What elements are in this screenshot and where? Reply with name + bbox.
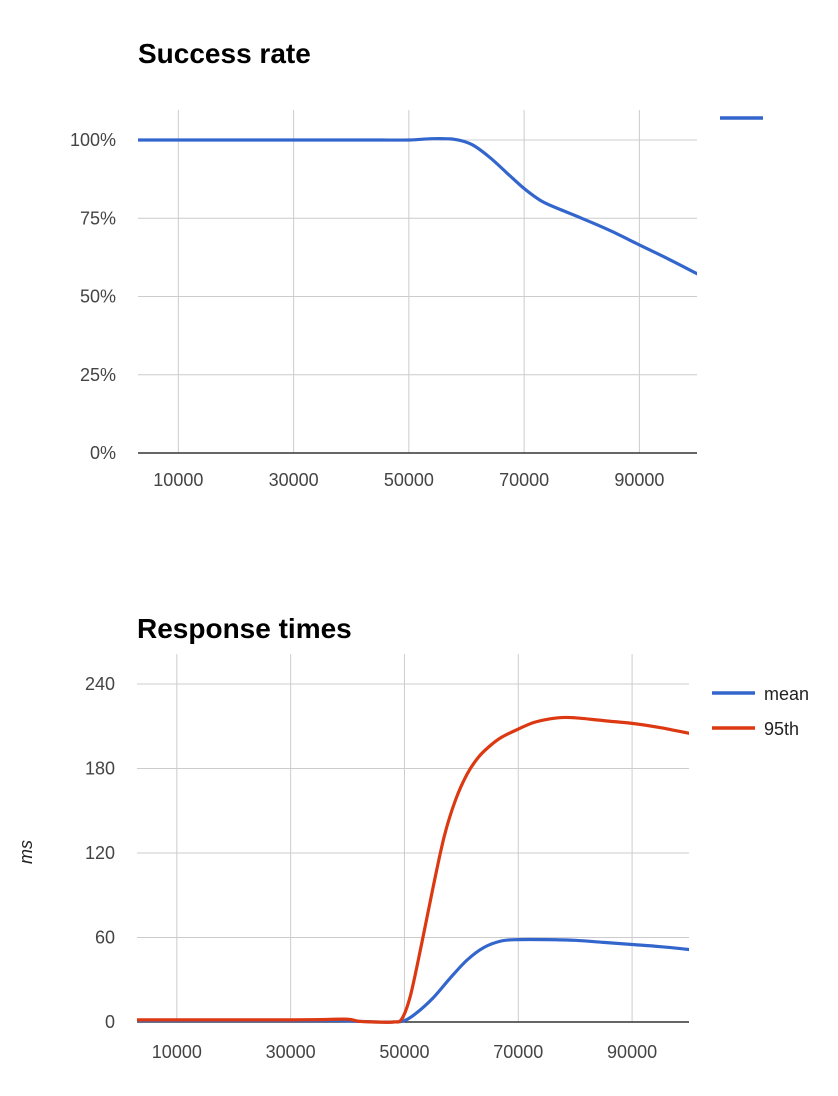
y-tick-label: 75%: [80, 208, 116, 228]
x-tick-label: 10000: [152, 1042, 202, 1062]
y-tick-label: 0%: [90, 443, 116, 463]
y-tick-label: 120: [85, 843, 115, 863]
y-axis-label: ms: [16, 840, 36, 864]
x-tick-label: 30000: [266, 1042, 316, 1062]
x-tick-label: 70000: [493, 1042, 543, 1062]
response-times-chart: 0 60 120 180 240 10000 30000 50000 70000 90000 ms m…: [16, 654, 809, 1062]
response-times-chart-title: Response times: [137, 613, 352, 644]
x-tick-label: 90000: [614, 470, 664, 490]
x-tick-label: 70000: [499, 470, 549, 490]
y-tick-label: 100%: [70, 130, 116, 150]
x-tick-label: 10000: [153, 470, 203, 490]
series-line-0: [138, 137, 697, 276]
series-line-95th: [137, 715, 689, 1024]
legend-label: 95th: [764, 719, 799, 739]
y-tick-label: 25%: [80, 365, 116, 385]
x-tick-label: 30000: [269, 470, 319, 490]
y-tick-label: 0: [105, 1012, 115, 1032]
x-tick-label: 90000: [607, 1042, 657, 1062]
x-tick-label: 50000: [384, 470, 434, 490]
y-tick-label: 180: [85, 759, 115, 779]
x-tick-label: 50000: [379, 1042, 429, 1062]
y-tick-label: 50%: [80, 287, 116, 307]
success-rate-chart-title: Success rate: [138, 38, 311, 69]
y-tick-label: 240: [85, 674, 115, 694]
y-tick-label: 60: [95, 928, 115, 948]
success-rate-chart: 0% 25% 50% 75% 100% 10000 30000 50000 70000 90000: [70, 110, 763, 490]
legend-label: mean: [764, 684, 809, 704]
